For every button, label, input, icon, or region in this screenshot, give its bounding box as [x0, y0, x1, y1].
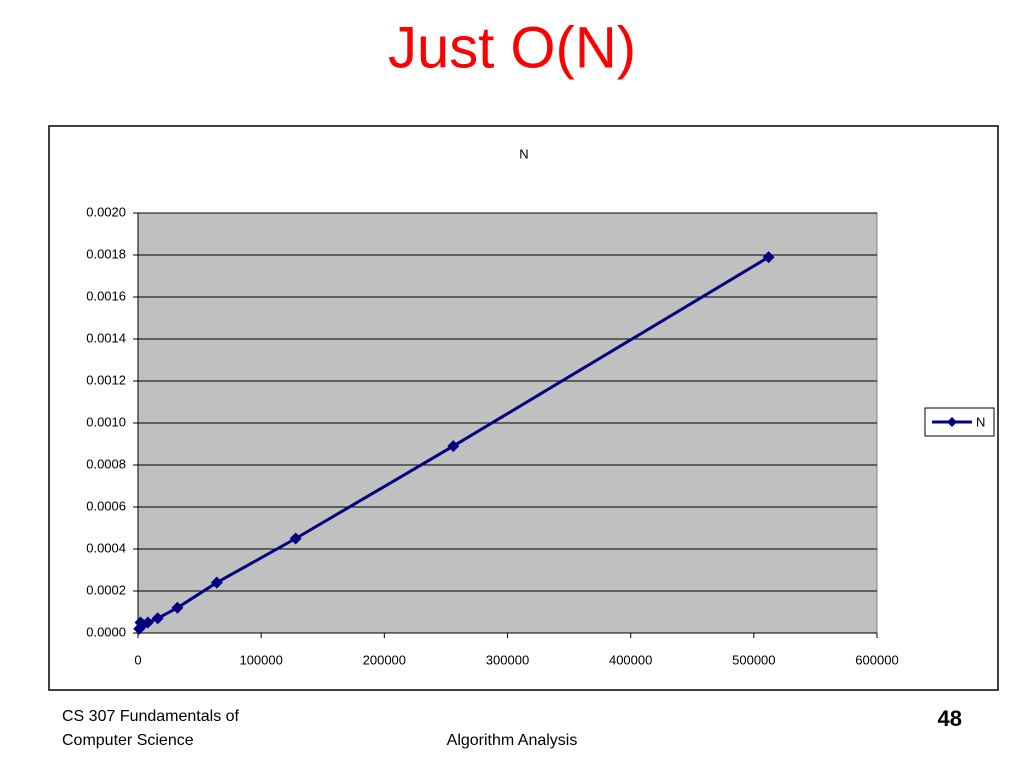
page-number: 48 — [938, 706, 962, 731]
data-point — [447, 440, 460, 453]
data-point — [210, 576, 223, 589]
y-tick-label: 0.0006 — [86, 498, 126, 513]
x-tick-label: 300000 — [486, 652, 529, 667]
footer-left: CS 307 Fundamentals of — [62, 708, 240, 725]
slide-title: Just O(N) — [388, 15, 636, 80]
legend-label: N — [976, 414, 985, 429]
footer-center: Algorithm Analysis — [447, 732, 578, 749]
y-tick-label: 0.0010 — [86, 414, 126, 429]
data-point — [141, 616, 154, 629]
data-point — [762, 251, 775, 264]
chart-title: N — [519, 146, 528, 161]
x-tick-label: 100000 — [239, 652, 282, 667]
y-tick-label: 0.0014 — [86, 330, 126, 345]
x-tick-label: 600000 — [855, 652, 898, 667]
y-tick-label: 0.0018 — [86, 246, 126, 261]
y-tick-label: 0.0002 — [86, 582, 126, 597]
footer-left: Computer Science — [62, 732, 194, 749]
y-tick-label: 0.0020 — [86, 204, 126, 219]
x-tick-label: 500000 — [732, 652, 775, 667]
data-point — [151, 612, 164, 625]
x-tick-label: 400000 — [609, 652, 652, 667]
y-tick-label: 0.0008 — [86, 456, 126, 471]
y-tick-label: 0.0000 — [86, 624, 126, 639]
data-point — [289, 532, 302, 545]
data-point — [171, 601, 184, 614]
y-tick-label: 0.0012 — [86, 372, 126, 387]
x-tick-label: 0 — [134, 652, 141, 667]
legend-marker — [947, 417, 957, 427]
y-tick-label: 0.0004 — [86, 540, 126, 555]
y-tick-label: 0.0016 — [86, 288, 126, 303]
x-tick-label: 200000 — [363, 652, 406, 667]
